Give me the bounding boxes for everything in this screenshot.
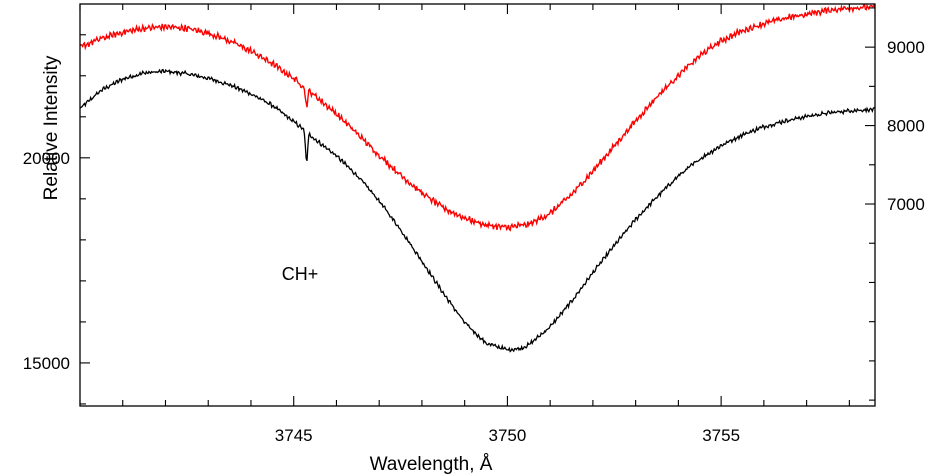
y-axis-title: Relative Intensity — [41, 55, 62, 200]
ticks-layer — [80, 4, 875, 406]
y-right-tick-label: 8000 — [887, 117, 925, 136]
series-layer — [80, 4, 875, 351]
y-right-tick-label: 9000 — [887, 38, 925, 57]
x-tick-label: 3755 — [702, 426, 740, 445]
y-right-tick-label: 7000 — [887, 195, 925, 214]
x-tick-label: 3750 — [489, 426, 527, 445]
ch-plus-annotation: CH+ — [282, 264, 319, 284]
red-spectrum-line — [80, 4, 875, 230]
x-axis-title: Wavelength, Å — [370, 454, 493, 475]
y-left-tick-label: 15000 — [23, 354, 70, 373]
black-spectrum-line — [80, 70, 875, 352]
x-tick-label: 3745 — [275, 426, 313, 445]
plot-frame — [80, 4, 875, 406]
